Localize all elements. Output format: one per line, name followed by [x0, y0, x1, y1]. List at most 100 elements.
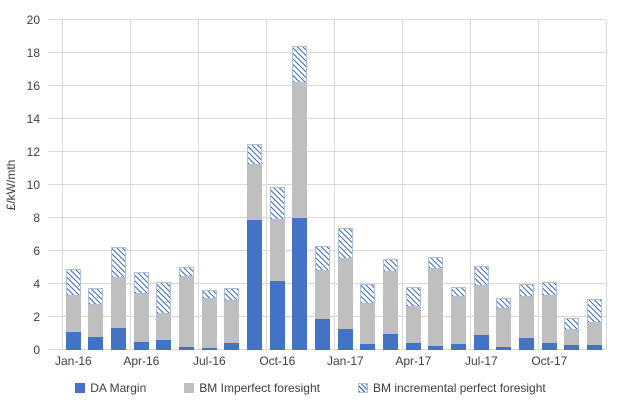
gridline-vertical: [470, 20, 471, 350]
bar-segment-da-margin: [519, 337, 535, 350]
bar-Jan-16: [62, 269, 85, 350]
bar-segment-bm-incremental-perfect-foresight: [247, 143, 263, 166]
x-tick-label: Jul-16: [192, 354, 226, 368]
bar-segment-bm-incremental-perfect-foresight: [179, 266, 195, 277]
bar-May-16: [153, 282, 176, 350]
bar-segment-da-margin: [247, 219, 263, 350]
bar-segment-bm-incremental-perfect-foresight: [133, 271, 149, 294]
legend-item-da-margin: DA Margin: [75, 381, 146, 395]
bar-segment-da-margin: [65, 331, 81, 350]
bar-segment-bm-incremental-perfect-foresight: [156, 282, 172, 314]
bar-Oct-17: [538, 282, 561, 350]
bar-May-17: [425, 256, 448, 350]
bar-segment-da-margin: [133, 341, 149, 350]
bar-segment-da-margin: [337, 328, 353, 350]
legend-swatch-icon: [184, 383, 195, 393]
bar-stack: [179, 266, 195, 350]
bar-segment-bm-incremental-perfect-foresight: [88, 288, 104, 306]
bar-Aug-17: [493, 298, 516, 350]
gridline-vertical: [538, 20, 539, 350]
bar-segment-da-margin: [156, 340, 172, 350]
bar-segment-bm-imperfect-foresight: [564, 330, 580, 346]
bar-segment-bm-incremental-perfect-foresight: [519, 284, 535, 298]
bar-segment-bm-imperfect-foresight: [292, 82, 308, 218]
bar-stack: [224, 288, 240, 350]
bar-Mar-16: [107, 246, 130, 350]
y-tick-label: 4: [33, 277, 40, 291]
y-tick-label: 8: [33, 211, 40, 225]
gridline-vertical: [62, 20, 63, 350]
bar-segment-da-margin: [473, 335, 489, 350]
y-tick-label: 12: [26, 145, 40, 159]
x-tick-label: Jan-17: [326, 354, 364, 368]
bar-segment-bm-imperfect-foresight: [224, 300, 240, 343]
y-tick-label: 10: [26, 178, 40, 192]
bar-segment-da-margin: [383, 333, 399, 350]
bar-segment-bm-imperfect-foresight: [156, 313, 172, 341]
bar-segment-bm-incremental-perfect-foresight: [337, 227, 353, 260]
bar-stack: [133, 271, 149, 350]
bar-segment-da-margin: [496, 346, 512, 350]
bar-stack: [519, 284, 535, 350]
bar-segment-da-margin: [224, 342, 240, 350]
bar-stack: [473, 265, 489, 350]
gridline-vertical: [130, 20, 131, 350]
bar-segment-da-margin: [292, 218, 308, 350]
x-tick-label: Jul-17: [464, 354, 498, 368]
gridline-horizontal: [48, 151, 606, 152]
gridline-horizontal: [48, 52, 606, 53]
y-tick-label: 6: [33, 244, 40, 258]
bar-segment-da-margin: [587, 345, 603, 350]
bar-segment-bm-imperfect-foresight: [201, 298, 217, 349]
bar-stack: [88, 288, 104, 350]
bar-stack: [201, 289, 217, 350]
gridline-vertical: [266, 20, 267, 350]
bar-Feb-17: [357, 284, 380, 350]
bar-segment-bm-imperfect-foresight: [541, 295, 557, 343]
x-tick-label: Oct-17: [531, 354, 568, 368]
bar-segment-da-margin: [111, 327, 127, 350]
bar-segment-bm-incremental-perfect-foresight: [564, 317, 580, 331]
bar-segment-bm-imperfect-foresight: [247, 165, 263, 220]
y-tick-label: 16: [26, 79, 40, 93]
bar-Feb-16: [85, 288, 108, 350]
bar-segment-bm-imperfect-foresight: [587, 322, 603, 346]
bar-segment-da-margin: [269, 280, 285, 350]
bar-segment-da-margin: [564, 345, 580, 350]
bar-stack: [451, 286, 467, 350]
bar-segment-bm-imperfect-foresight: [179, 276, 195, 347]
bar-segment-bm-incremental-perfect-foresight: [269, 186, 285, 220]
legend-swatch-icon: [75, 383, 86, 393]
gridline-horizontal: [48, 85, 606, 86]
bar-Oct-16: [266, 186, 289, 350]
bar-Aug-16: [221, 288, 244, 350]
bar-segment-bm-imperfect-foresight: [519, 297, 535, 338]
bar-stack: [269, 186, 285, 350]
bar-segment-bm-incremental-perfect-foresight: [65, 269, 81, 296]
gridline-vertical: [402, 20, 403, 350]
bar-stack: [315, 246, 331, 350]
bar-segment-bm-imperfect-foresight: [473, 285, 489, 336]
bar-segment-bm-imperfect-foresight: [133, 293, 149, 342]
legend-label: BM Imperfect foresight: [199, 381, 320, 395]
bar-Dec-17: [583, 298, 606, 350]
bar-Apr-17: [402, 287, 425, 350]
x-tick-label: Apr-17: [395, 354, 432, 368]
bar-stack: [156, 282, 172, 350]
bar-stack: [541, 282, 557, 350]
bar-stack: [111, 246, 127, 350]
bar-Sep-17: [515, 284, 538, 350]
bar-stack: [428, 256, 444, 350]
bar-segment-bm-imperfect-foresight: [496, 308, 512, 347]
bar-segment-da-margin: [315, 318, 331, 350]
bar-Dec-16: [311, 246, 334, 350]
bar-stack: [360, 284, 376, 350]
x-tick-label: Oct-16: [259, 354, 296, 368]
gridline-vertical: [606, 20, 607, 350]
bar-segment-bm-imperfect-foresight: [315, 270, 331, 319]
bar-segment-bm-incremental-perfect-foresight: [541, 282, 557, 296]
bar-segment-da-margin: [451, 344, 467, 350]
plot-area: [48, 19, 607, 350]
bar-Nov-17: [561, 317, 584, 350]
